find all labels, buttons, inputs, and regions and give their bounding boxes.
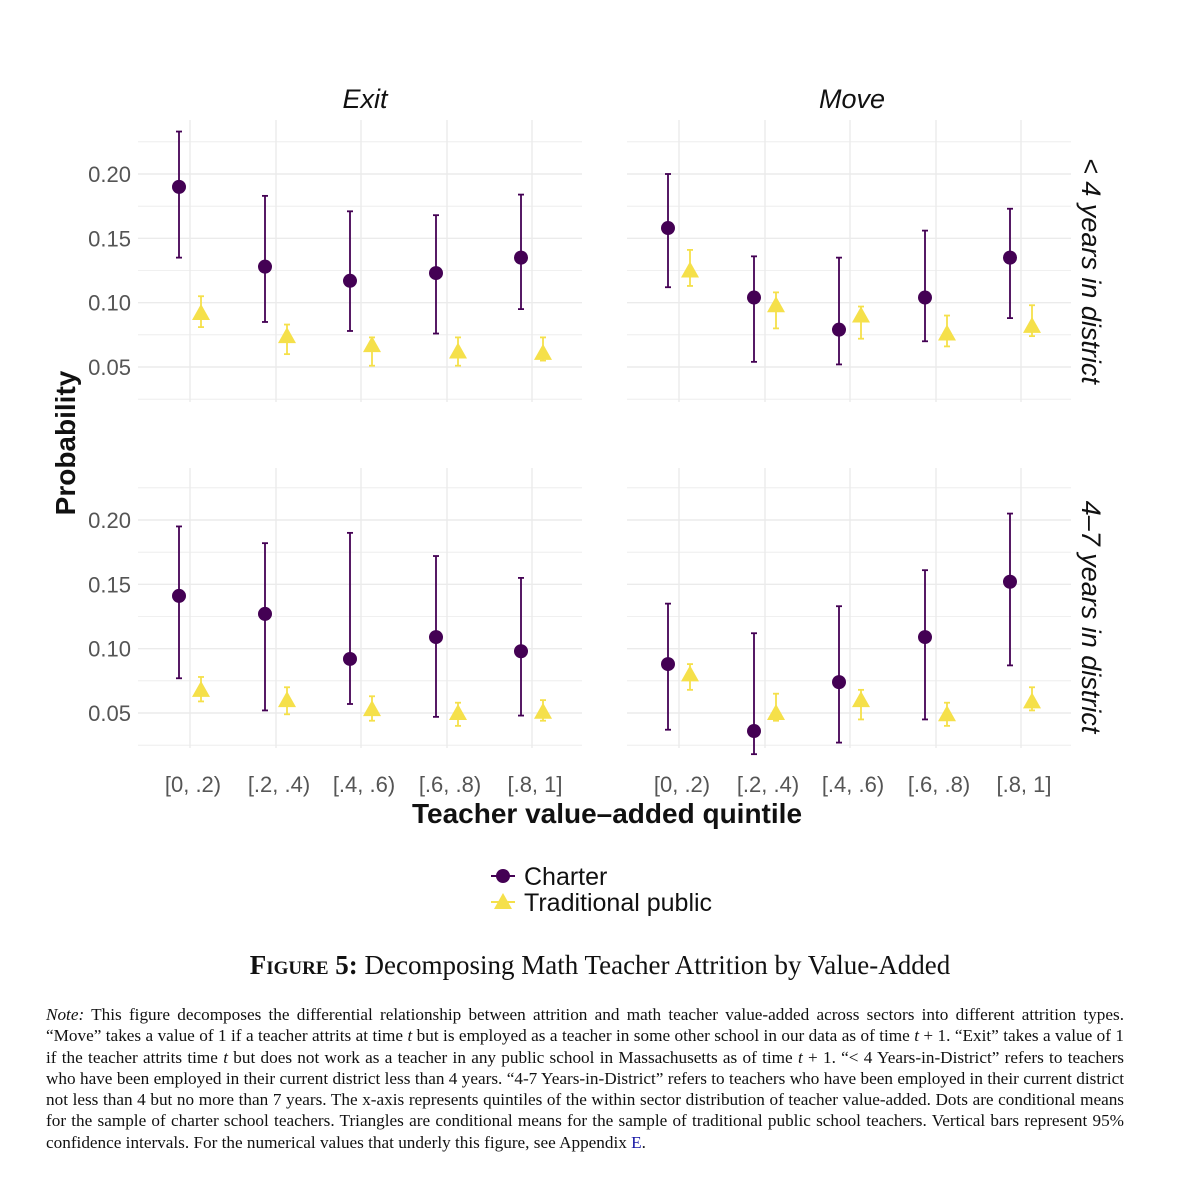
note-text-3: + 1. “Exit” takes a value of 1 if the te… — [46, 1026, 1125, 1067]
traditional-point — [449, 342, 467, 359]
charter-point — [514, 250, 528, 265]
y-tick-label: 0.15 — [88, 226, 131, 251]
traditional-point — [1023, 692, 1041, 709]
charter-point — [429, 630, 443, 645]
traditional-point — [534, 343, 552, 360]
row-title-4-7: 4–7 years in district — [1076, 501, 1106, 735]
traditional-point — [681, 261, 699, 278]
traditional-point — [852, 691, 870, 708]
x-tick-label: [.6, .8) — [419, 772, 481, 797]
y-tick-label: 0.20 — [88, 162, 131, 187]
legend: Charter Traditional public — [491, 863, 712, 917]
charter-point — [172, 179, 186, 194]
legend-traditional-label: Traditional public — [524, 889, 712, 917]
x-tick-label: [.4, .6) — [333, 772, 395, 797]
charter-point — [918, 290, 932, 305]
note-text-2: but is employed as a teacher in some oth… — [412, 1026, 915, 1046]
legend-charter-label: Charter — [524, 863, 607, 891]
panel-exit-4-7: 0.05 0.10 0.15 0.20 [0, .2) [.2, .4) [.4, .6) [… — [88, 468, 582, 797]
appendix-link[interactable]: E — [631, 1132, 642, 1152]
charter-point — [918, 630, 932, 645]
traditional-point — [938, 705, 956, 722]
x-tick-label: [0, .2) — [165, 772, 221, 797]
y-tick-label: 0.15 — [88, 572, 131, 597]
note-var-t: t — [407, 1026, 413, 1046]
note-label: Note: — [46, 1005, 85, 1024]
note-text-5: + 1. “< 4 Years-in-District” refers to t… — [46, 1047, 1124, 1152]
note-var-t: t — [223, 1047, 228, 1067]
panel-exit-under-4: 0.05 0.10 0.15 0.20 — [88, 120, 582, 402]
charter-point — [1003, 574, 1017, 589]
x-axis-title: Teacher value–added quintile — [412, 798, 802, 829]
figure-note: Note: This figure decomposes the differe… — [46, 1004, 1124, 1153]
y-tick-label: 0.10 — [88, 291, 131, 316]
traditional-point — [852, 306, 870, 323]
note-text-4: but does not work as a teacher in any pu… — [227, 1047, 798, 1067]
y-axis-title: Probability — [50, 370, 81, 515]
charter-point — [343, 651, 357, 666]
traditional-point — [681, 665, 699, 682]
charter-point — [343, 273, 357, 288]
y-tick-label: 0.10 — [88, 637, 131, 662]
traditional-point — [938, 324, 956, 341]
caption-label: Figure 5: — [249, 950, 358, 980]
x-tick-label: [.8, 1] — [996, 772, 1051, 797]
panel-grid: 0.050.100.150.200.050.100.150.20[0, .2)[… — [88, 120, 1071, 797]
traditional-point — [767, 296, 785, 313]
traditional-point — [534, 702, 552, 719]
charter-point — [747, 290, 761, 305]
figure-caption: Figure 5: Decomposing Math Teacher Attri… — [0, 950, 1200, 981]
traditional-point — [363, 700, 381, 717]
traditional-point — [1023, 316, 1041, 333]
charter-point — [661, 657, 675, 672]
traditional-point — [192, 680, 210, 697]
note-var-t: t — [797, 1047, 803, 1067]
col-title-exit: Exit — [342, 84, 389, 114]
charter-point — [661, 221, 675, 236]
y-tick-label: 0.05 — [88, 355, 131, 380]
legend-traditional-marker — [494, 893, 512, 909]
x-tick-label: [.2, .4) — [248, 772, 310, 797]
y-tick-label: 0.20 — [88, 508, 131, 533]
charter-point — [258, 606, 272, 621]
charter-point — [832, 322, 846, 337]
charter-point — [514, 644, 528, 659]
figure-5-chart: 0.050.100.150.200.050.100.150.20[0, .2)[… — [50, 84, 1106, 917]
traditional-point — [278, 327, 296, 344]
x-tick-label: [.2, .4) — [737, 772, 799, 797]
legend-charter-marker — [496, 869, 510, 883]
panel-move-4-7: [0, .2) [.2, .4) [.4, .6) [.6, .8) [.8, 1] — [627, 468, 1071, 797]
traditional-point — [363, 336, 381, 353]
panel-move-under-4 — [627, 120, 1071, 402]
traditional-point — [278, 691, 296, 708]
col-title-move: Move — [819, 84, 885, 114]
x-tick-label: [0, .2) — [654, 772, 710, 797]
charter-point — [1003, 250, 1017, 265]
note-var-t: t — [914, 1026, 919, 1046]
x-tick-label: [.4, .6) — [822, 772, 884, 797]
traditional-point — [192, 303, 210, 320]
charter-point — [172, 588, 186, 603]
charter-point — [429, 266, 443, 281]
charter-point — [832, 675, 846, 690]
traditional-point — [449, 704, 467, 720]
row-title-under-4: < 4 years in district — [1076, 158, 1106, 385]
caption-text: Decomposing Math Teacher Attrition by Va… — [364, 950, 951, 980]
note-end: . — [641, 1132, 646, 1152]
note-text-1: This figure decomposes the differential … — [46, 1005, 1124, 1046]
traditional-point — [767, 704, 785, 720]
x-tick-label: [.8, 1] — [507, 772, 562, 797]
y-tick-label: 0.05 — [88, 701, 131, 726]
charter-point — [747, 724, 761, 739]
x-tick-label: [.6, .8) — [908, 772, 970, 797]
charter-point — [258, 259, 272, 274]
